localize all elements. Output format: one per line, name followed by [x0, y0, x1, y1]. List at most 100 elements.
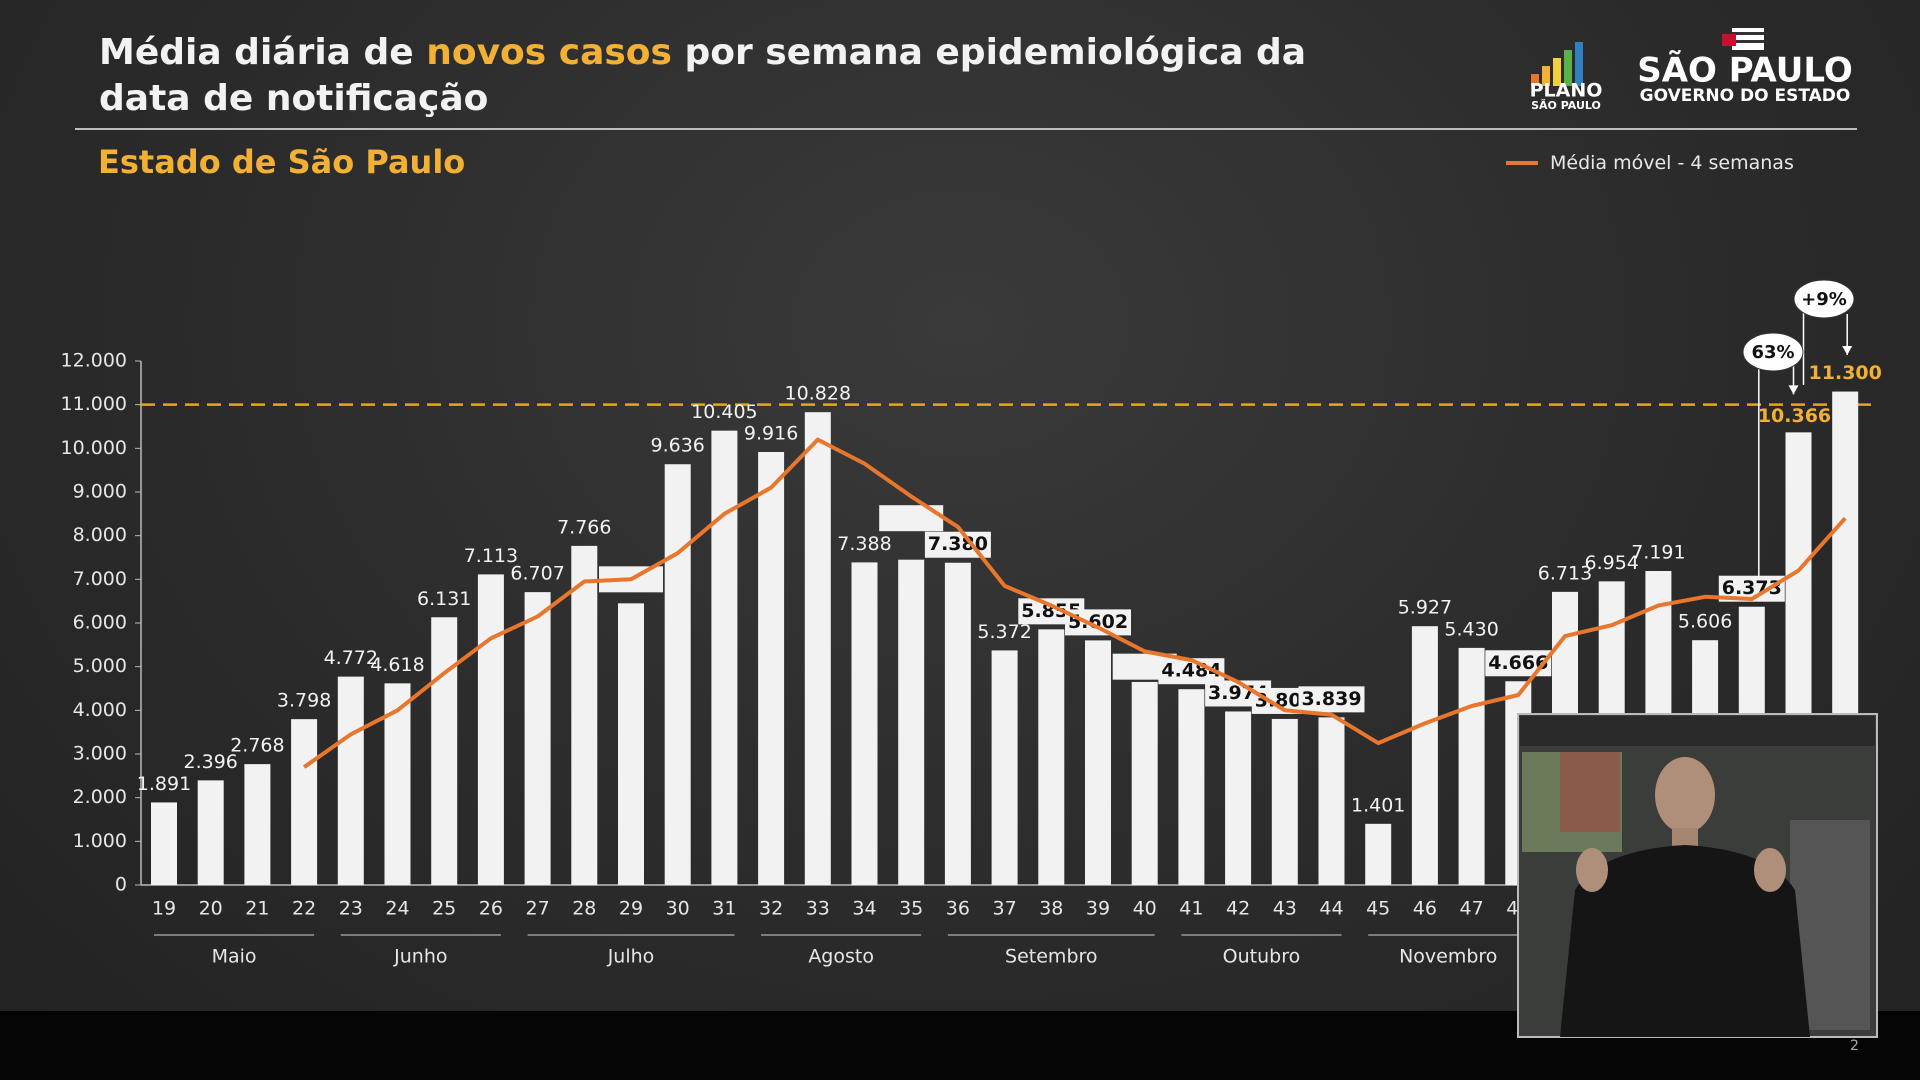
- value-label: 7.380: [928, 533, 988, 555]
- title-part: por semana epidemiológica da data de not…: [99, 32, 1307, 119]
- page-number: 2: [1850, 1038, 1859, 1054]
- bar: [244, 764, 271, 885]
- bar: [291, 719, 318, 885]
- bar: [571, 545, 598, 885]
- x-tick-label: 44: [1319, 898, 1343, 920]
- x-tick-label: 21: [245, 898, 269, 920]
- value-label: 1.401: [1351, 794, 1405, 816]
- y-tick-label: 3.000: [73, 743, 127, 765]
- chart-subtitle: Estado de São Paulo: [98, 143, 466, 181]
- value-label: 5.927: [1398, 597, 1452, 619]
- y-tick-label: 1.000: [73, 830, 127, 852]
- x-tick-label: 41: [1179, 898, 1203, 920]
- value-label: 7.766: [557, 516, 611, 538]
- logo-text: GOVERNO DO ESTADO: [1640, 86, 1851, 106]
- bar: [1271, 718, 1298, 885]
- value-label: 5.602: [1068, 611, 1128, 633]
- label-box: [1485, 650, 1552, 677]
- bar: [524, 592, 551, 885]
- arrow-head: [1788, 385, 1799, 395]
- value-label: 2.396: [183, 751, 237, 773]
- month-label: Outubro: [1223, 946, 1301, 968]
- bar: [804, 412, 831, 885]
- bar: [1458, 647, 1485, 885]
- bar: [477, 574, 504, 885]
- bar: [944, 562, 971, 885]
- month-label: Julho: [607, 946, 655, 968]
- x-tick-label: 19: [152, 898, 176, 920]
- logo-plano: PLANO SÃO PAULO: [1530, 42, 1603, 112]
- bar: [1365, 823, 1392, 885]
- month-label: Agosto: [808, 946, 874, 968]
- bar: [1178, 689, 1205, 885]
- y-tick-label: 10.000: [61, 437, 127, 459]
- x-tick-label: 33: [806, 898, 830, 920]
- value-label: 6.131: [417, 588, 471, 610]
- y-tick-label: 11.000: [61, 393, 127, 415]
- y-tick-label: 6.000: [73, 612, 127, 634]
- bar: [618, 603, 644, 885]
- x-tick-label: 45: [1366, 898, 1390, 920]
- value-label: 11.300: [1809, 362, 1882, 384]
- annotation: 63%: [1751, 342, 1794, 363]
- legend-swatch: [1506, 161, 1538, 165]
- y-tick-label: 7.000: [73, 568, 127, 590]
- bar: [1411, 626, 1438, 885]
- annotation-bubble: [1793, 279, 1855, 319]
- value-label: 10.828: [785, 383, 851, 405]
- x-tick-label: 40: [1133, 898, 1157, 920]
- x-tick-label: 29: [619, 898, 643, 920]
- value-label: 2.768: [230, 735, 284, 757]
- bar: [664, 464, 691, 885]
- legend-label: Média móvel - 4 semanas: [1550, 152, 1794, 174]
- value-label: 7.388: [837, 533, 891, 555]
- x-tick-label: 37: [993, 898, 1017, 920]
- title-rule: [75, 128, 1857, 130]
- value-label: 10.405: [691, 401, 757, 423]
- x-tick-label: 23: [339, 898, 363, 920]
- month-label: Setembro: [1005, 946, 1097, 968]
- x-tick-label: 24: [385, 898, 409, 920]
- value-label: 6.373: [1722, 577, 1782, 599]
- y-tick-label: 5.000: [73, 655, 127, 677]
- bar: [898, 559, 925, 885]
- value-label: 5.606: [1678, 611, 1732, 633]
- x-tick-label: 27: [526, 898, 550, 920]
- video-overlay: [1517, 713, 1878, 1038]
- y-tick-label: 12.000: [61, 350, 127, 372]
- bar: [711, 430, 738, 885]
- bar: [151, 802, 177, 885]
- y-tick-label: 9.000: [73, 481, 127, 503]
- x-tick-label: 30: [666, 898, 690, 920]
- logo-text: PLANO: [1530, 80, 1603, 102]
- value-label: 10.366: [1758, 405, 1831, 427]
- x-tick-label: 47: [1460, 898, 1484, 920]
- month-label: Maio: [212, 946, 257, 968]
- value-label: 5.430: [1444, 618, 1498, 640]
- y-tick-label: 4.000: [73, 699, 127, 721]
- bar: [1225, 711, 1252, 885]
- bar: [1131, 681, 1158, 885]
- x-tick-label: 35: [899, 898, 923, 920]
- month-label: Junho: [393, 946, 447, 968]
- bar: [1085, 640, 1111, 885]
- logo-text: SÃO PAULO: [1531, 99, 1601, 112]
- value-label: 4.666: [1488, 652, 1548, 674]
- value-label: 4.772: [324, 647, 378, 669]
- label-box: [1065, 609, 1131, 636]
- value-label: 3.798: [277, 690, 331, 712]
- y-tick-label: 8.000: [73, 524, 127, 546]
- logo-text: SÃO PAULO: [1637, 50, 1853, 91]
- logo-governo: SÃO PAULO GOVERNO DO ESTADO: [1637, 28, 1853, 106]
- x-tick-label: 22: [292, 898, 316, 920]
- y-tick-label: 2.000: [73, 786, 127, 808]
- legend: Média móvel - 4 semanas: [1506, 152, 1794, 174]
- title-part: Média diária de: [99, 32, 427, 73]
- x-tick-label: 31: [712, 898, 736, 920]
- annotation: +9%: [1801, 289, 1847, 310]
- value-label: 7.113: [464, 545, 518, 567]
- x-tick-label: 38: [1039, 898, 1063, 920]
- x-tick-label: 34: [852, 898, 876, 920]
